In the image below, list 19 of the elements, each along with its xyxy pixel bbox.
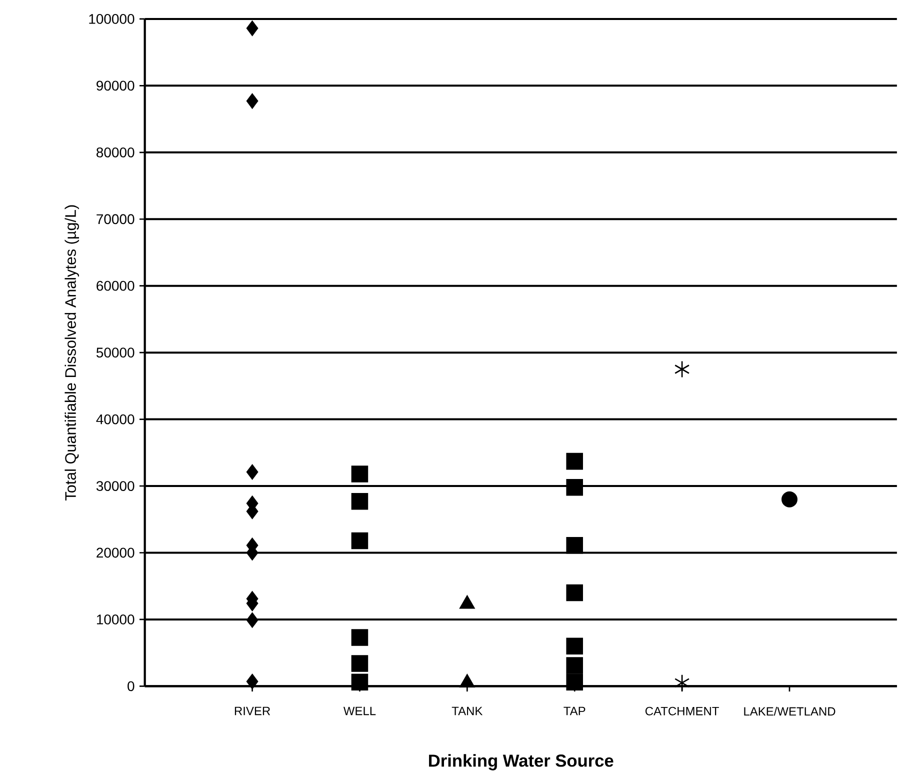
y-tick-label: 40000 — [96, 414, 134, 424]
y-tick-label: 100000 — [89, 14, 134, 24]
x-tick-label: TAP — [564, 706, 586, 716]
y-tick-label: 0 — [128, 681, 134, 692]
x-tick-label: CATCHMENT — [645, 706, 719, 716]
y-tick-label: 30000 — [96, 481, 134, 492]
y-tick-label: 60000 — [96, 281, 134, 291]
y-tick-label: 50000 — [96, 348, 134, 358]
x-axis-title: Drinking Water Source — [429, 754, 614, 770]
y-tick-label: 70000 — [96, 214, 134, 224]
y-tick-label: 90000 — [96, 80, 134, 91]
x-tick-label: WELL — [343, 706, 376, 716]
x-tick-label: TANK — [452, 706, 483, 716]
y-tick-label: 80000 — [96, 148, 134, 158]
y-axis-title: Total Quantifiable Dissolved Analytes (µg/L) — [64, 205, 79, 501]
y-tick-label: 10000 — [96, 614, 134, 625]
x-tick-label: LAKE/WETLAND — [744, 706, 836, 716]
y-tick-label: 20000 — [96, 548, 134, 558]
x-tick-label: RIVER — [234, 706, 270, 716]
